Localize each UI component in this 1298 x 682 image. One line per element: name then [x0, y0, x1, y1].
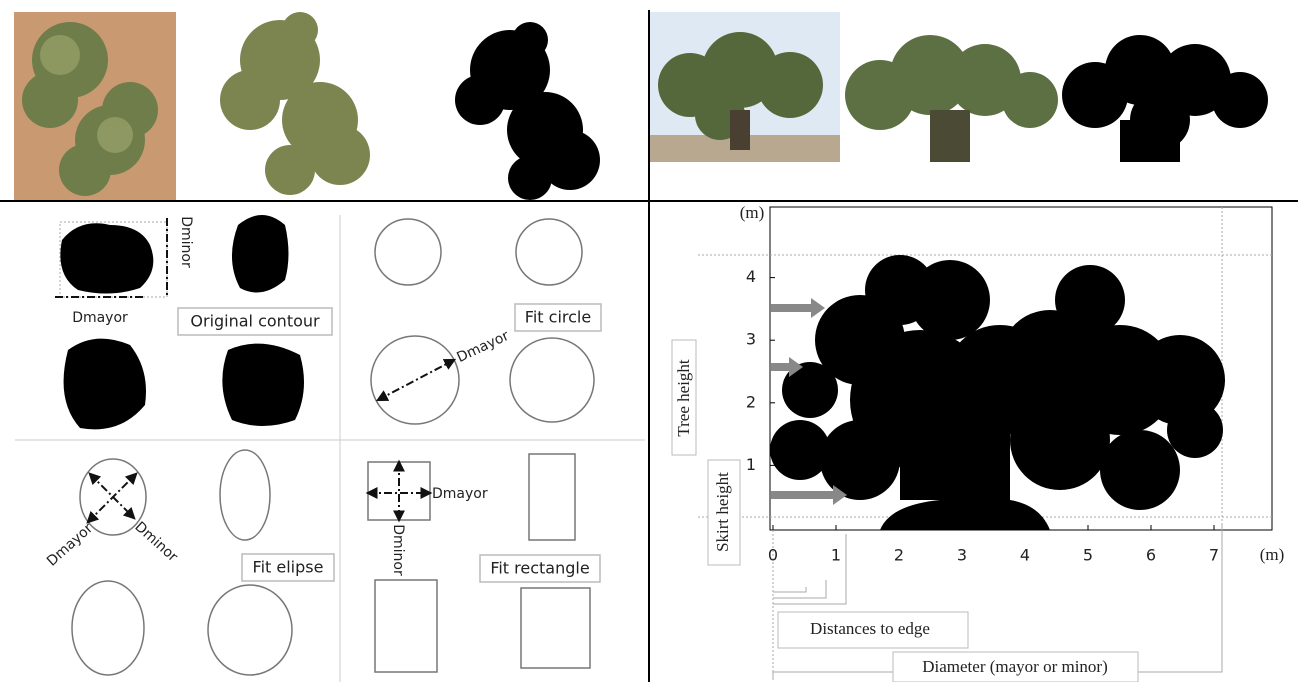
dim-line — [90, 474, 134, 518]
y-tick-label: 4 — [746, 267, 756, 286]
y-unit: (m) — [740, 203, 765, 222]
skirt-height-label: Skirt height — [713, 472, 732, 552]
circle — [510, 338, 594, 422]
side-mask — [1062, 35, 1268, 162]
rectangle — [375, 580, 437, 672]
y-tick-label: 2 — [746, 392, 756, 411]
distances-label: Distances to edge — [810, 619, 930, 638]
dmajor-label: Dmayor — [72, 310, 128, 326]
figure: Dminor Dmayor Original contour Dmayor Fi… — [0, 0, 1298, 682]
y-tick-label: 3 — [746, 330, 756, 349]
cell-label: Original contour — [190, 312, 320, 331]
ellipse — [72, 581, 144, 675]
dmajor-label: Dmayor — [44, 520, 96, 569]
circle — [375, 219, 441, 285]
ellipse — [220, 450, 270, 540]
x-tick-label: 0 — [768, 546, 778, 565]
dim-line — [88, 474, 136, 522]
y-tick-label: 1 — [746, 455, 756, 474]
segmented-tree — [220, 12, 370, 195]
x-unit: (m) — [1260, 545, 1285, 564]
aerial-photo — [14, 12, 176, 200]
cell-label: Fit rectangle — [490, 559, 589, 578]
dim-line — [378, 360, 454, 400]
segmented-side — [845, 35, 1058, 162]
diameter-label: Diameter (mayor or minor) — [922, 657, 1108, 676]
x-tick-label: 3 — [957, 546, 967, 565]
x-tick-label: 1 — [831, 546, 841, 565]
dminor-label: Dminor — [390, 524, 406, 576]
dmajor-label: Dmayor — [454, 328, 511, 366]
rectangle — [529, 454, 575, 540]
dmajor-label: Dmayor — [432, 486, 488, 502]
circle — [516, 219, 582, 285]
tree-height-label: Tree height — [674, 359, 693, 437]
cell-label: Fit elipse — [253, 558, 324, 577]
plot: Tree height Skirt height Distances to ed… — [672, 203, 1284, 682]
x-tick-label: 4 — [1020, 546, 1030, 565]
x-tick-label: 6 — [1146, 546, 1156, 565]
x-tick-label: 2 — [894, 546, 904, 565]
edge-distance — [773, 534, 846, 604]
dminor-label: Dminor — [132, 519, 181, 566]
binary-mask — [455, 22, 600, 200]
cell-label: Fit circle — [525, 308, 591, 327]
ellipse — [208, 585, 292, 675]
x-tick-label: 7 — [1209, 546, 1219, 565]
x-tick-label: 5 — [1083, 546, 1093, 565]
rectangle — [521, 588, 590, 668]
circle — [371, 336, 459, 424]
side-photo — [650, 12, 840, 162]
dminor-label: Dminor — [178, 216, 194, 268]
